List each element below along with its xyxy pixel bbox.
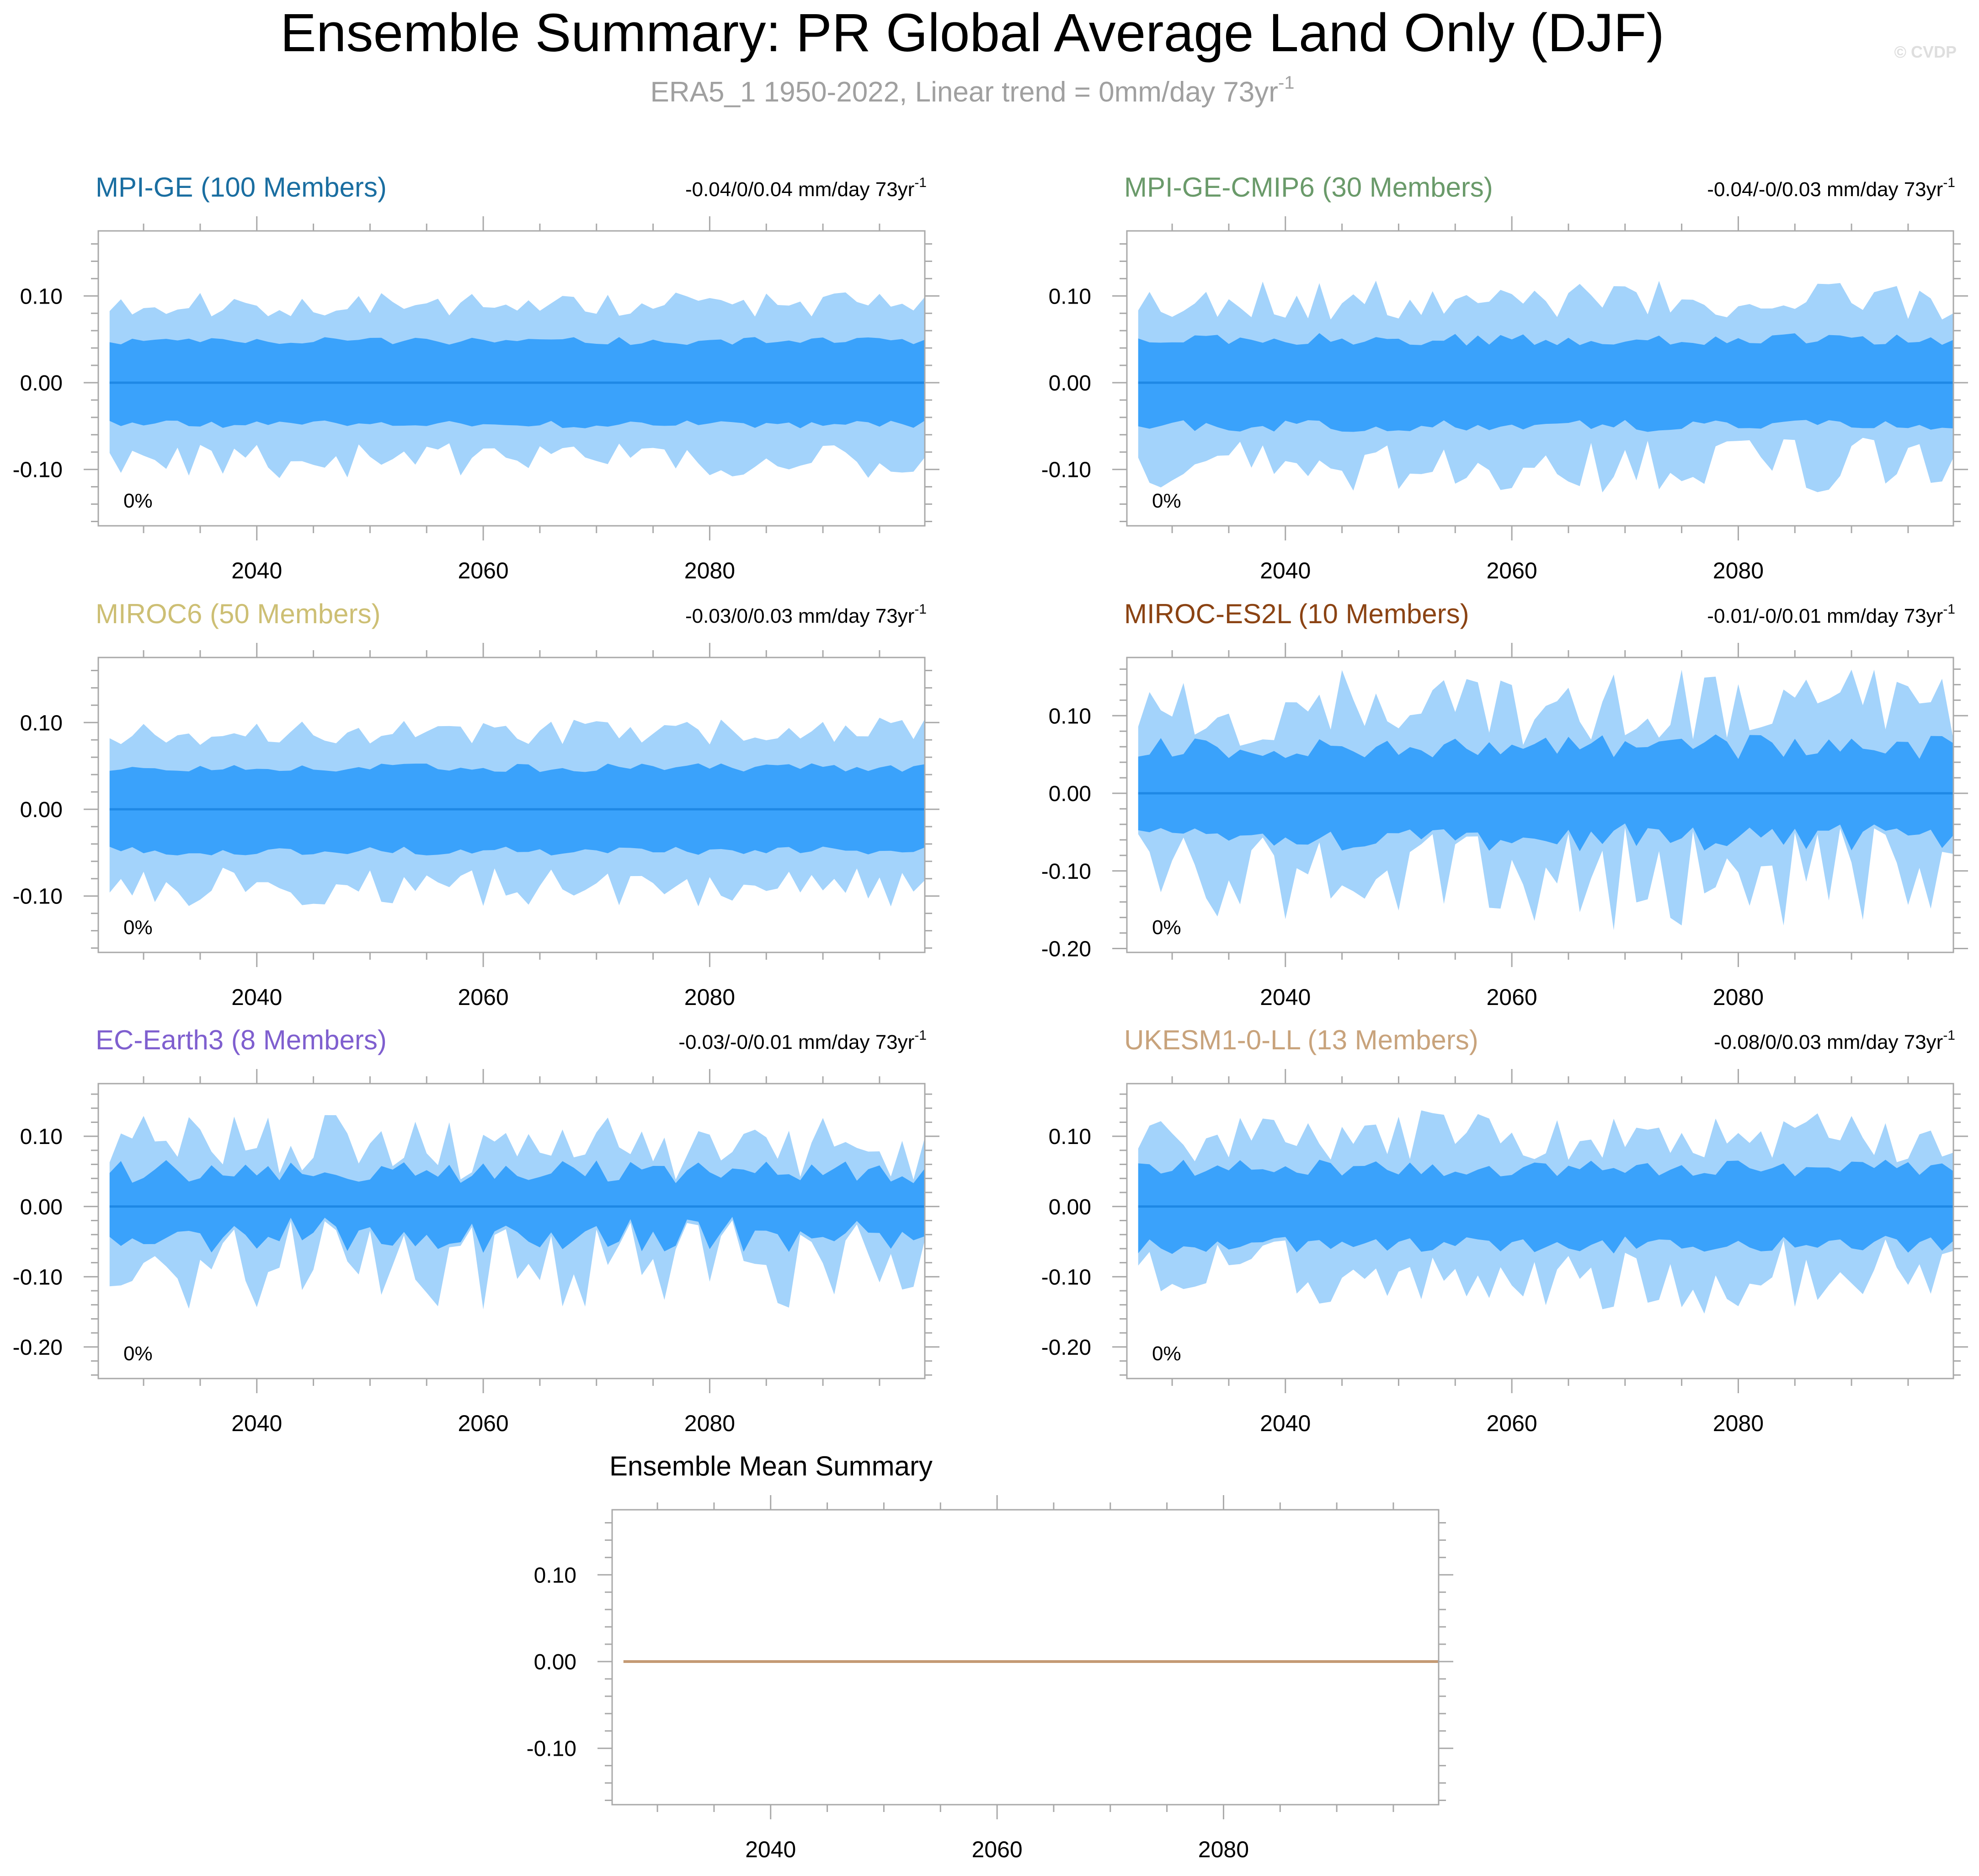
panel-title: MIROC-ES2L (10 Members)	[1124, 599, 1469, 629]
trend-label: -0.08/0/0.03 mm/day 73yr-1	[1714, 1028, 1955, 1053]
panel-5: EC-Earth3 (8 Members) -0.03/-0/0.01 mm/da…	[13, 1025, 939, 1436]
plot-frame	[97, 230, 926, 527]
y-tick-label: 0.00	[20, 371, 63, 396]
y-tick-label: -0.10	[1041, 1265, 1091, 1289]
x-tick-label: 2060	[1486, 984, 1537, 1010]
x-tick-label: 2080	[1713, 1411, 1764, 1436]
panel-2: MPI-GE-CMIP6 (30 Members) -0.04/-0/0.03 m…	[1041, 172, 1968, 583]
panels: MPI-GE (100 Members) -0.04/0/0.04 mm/day …	[13, 172, 1968, 1862]
y-tick-label: 0.10	[20, 1125, 63, 1149]
panel-title: MPI-GE (100 Members)	[96, 172, 387, 203]
y-tick-label: -0.10	[1041, 860, 1091, 884]
trend-label: -0.04/0/0.04 mm/day 73yr-1	[685, 175, 927, 201]
y-tick-label: 0.00	[20, 798, 63, 822]
corner-label: 0%	[1152, 490, 1181, 512]
plot-frame	[1126, 230, 1954, 527]
y-tick-label: -0.10	[527, 1737, 576, 1761]
corner-label: 0%	[123, 1342, 153, 1365]
corner-label: 0%	[1152, 1342, 1181, 1365]
x-tick-label: 2080	[1713, 984, 1764, 1010]
x-tick-label: 2080	[684, 984, 735, 1010]
x-tick-label: 2080	[684, 558, 735, 583]
panel-6: UKESM1-0-LL (13 Members) -0.08/0/0.03 mm/…	[1041, 1025, 1968, 1436]
trend-label: -0.01/-0/0.01 mm/day 73yr-1	[1707, 602, 1955, 627]
y-tick-label: 0.00	[534, 1650, 576, 1674]
x-tick-label: 2040	[231, 984, 282, 1010]
y-tick-label: 0.00	[20, 1195, 63, 1219]
x-tick-label: 2060	[458, 558, 508, 583]
panel-title: MPI-GE-CMIP6 (30 Members)	[1124, 172, 1493, 203]
y-tick-label: 0.10	[20, 711, 63, 735]
plot-frame	[1126, 1083, 1954, 1379]
trend-label: -0.03/0/0.03 mm/day 73yr-1	[685, 602, 927, 627]
y-tick-label: -0.20	[1041, 1336, 1091, 1360]
y-tick-label: 0.00	[1049, 371, 1091, 396]
x-tick-label: 2040	[745, 1837, 796, 1862]
watermark: © CVDP	[1894, 43, 1957, 61]
panel-title: MIROC6 (50 Members)	[96, 599, 380, 629]
plot-frame	[611, 1509, 1440, 1806]
x-tick-label: 2060	[1486, 1411, 1537, 1436]
y-tick-label: -0.10	[1041, 458, 1091, 482]
panel-title: Ensemble Mean Summary	[609, 1451, 933, 1481]
x-tick-label: 2080	[1713, 558, 1764, 583]
panel-1: MPI-GE (100 Members) -0.04/0/0.04 mm/day …	[13, 172, 939, 583]
corner-label: 0%	[123, 916, 153, 939]
y-tick-label: 0.10	[1049, 284, 1091, 309]
corner-label: 0%	[1152, 916, 1181, 939]
x-tick-label: 2080	[1198, 1837, 1249, 1862]
y-tick-label: 0.10	[1049, 704, 1091, 728]
panel-title: UKESM1-0-LL (13 Members)	[1124, 1025, 1478, 1055]
panel-7: Ensemble Mean Summary 2040 2060 2080 0.10 0.0…	[527, 1451, 1453, 1862]
trend-label: -0.04/-0/0.03 mm/day 73yr-1	[1707, 175, 1955, 201]
chart-subtitle: ERA5_1 1950-2022, Linear trend = 0mm/day…	[650, 73, 1294, 108]
y-tick-label: -0.10	[13, 458, 63, 482]
y-tick-label: 0.00	[1049, 1195, 1091, 1219]
x-tick-label: 2040	[1260, 984, 1311, 1010]
y-tick-label: -0.10	[13, 885, 63, 909]
x-tick-label: 2060	[1486, 558, 1537, 583]
panel-4: MIROC-ES2L (10 Members) -0.01/-0/0.01 mm/…	[1041, 599, 1968, 1010]
x-tick-label: 2060	[458, 1411, 508, 1436]
x-tick-label: 2040	[1260, 558, 1311, 583]
y-tick-label: 0.00	[1049, 782, 1091, 806]
corner-label: 0%	[123, 490, 153, 512]
plot-frame	[1126, 657, 1954, 953]
y-tick-label: 0.10	[1049, 1125, 1091, 1149]
panel-3: MIROC6 (50 Members) -0.03/0/0.03 mm/day 7…	[13, 599, 939, 1010]
x-tick-label: 2080	[684, 1411, 735, 1436]
y-tick-label: -0.20	[13, 1336, 63, 1360]
y-tick-label: 0.10	[534, 1563, 576, 1587]
x-tick-label: 2060	[971, 1837, 1022, 1862]
y-tick-label: -0.20	[1041, 937, 1091, 962]
y-tick-label: -0.10	[13, 1265, 63, 1289]
chart-title: Ensemble Summary: PR Global Average Land…	[280, 3, 1664, 63]
x-tick-label: 2040	[1260, 1411, 1311, 1436]
x-tick-label: 2040	[231, 558, 282, 583]
x-tick-label: 2060	[458, 984, 508, 1010]
plot-frame	[97, 1083, 926, 1379]
plot-frame	[97, 657, 926, 953]
x-tick-label: 2040	[231, 1411, 282, 1436]
y-tick-label: 0.10	[20, 284, 63, 309]
panel-title: EC-Earth3 (8 Members)	[96, 1025, 387, 1055]
trend-label: -0.03/-0/0.01 mm/day 73yr-1	[678, 1028, 927, 1053]
